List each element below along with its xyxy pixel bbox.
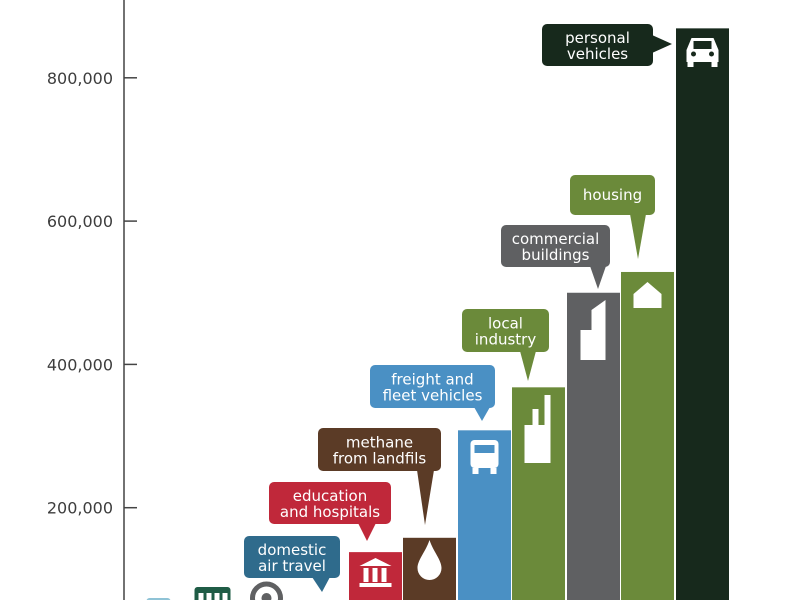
house-icon [633, 282, 662, 308]
truck-icon [470, 440, 499, 474]
callout-label: personal vehicles [542, 24, 672, 66]
callout-text: local industry [475, 315, 537, 349]
bar-group [194, 587, 231, 600]
callout-label: domestic air travel [244, 536, 340, 592]
bar-group [567, 292, 620, 600]
callout-label: education and hospitals [269, 482, 391, 541]
y-tick-label: 800,000 [47, 69, 113, 88]
y-tick-label: 600,000 [47, 212, 113, 231]
bar-group [676, 28, 729, 600]
callout-label: commercial buildings [501, 225, 610, 289]
bar-group [621, 271, 674, 600]
factory-icon [524, 395, 551, 463]
train-icon [194, 587, 231, 600]
bar-group [458, 430, 511, 600]
callout-label: local industry [462, 309, 549, 381]
building-columns-icon [359, 558, 392, 587]
callout-label: freight and fleet vehicles [370, 365, 495, 421]
steering-wheel-icon [250, 581, 283, 600]
bar-group [250, 581, 283, 600]
office-tower-icon [580, 300, 606, 360]
callout-label: methane from landfils [318, 428, 441, 525]
drop-icon [417, 540, 442, 580]
callout-text: freight and fleet vehicles [383, 371, 483, 405]
callout-text: methane from landfils [333, 434, 427, 468]
callout-text: housing [583, 186, 642, 204]
bar [676, 28, 729, 600]
bar-group [403, 537, 456, 600]
callout-text: education and hospitals [280, 487, 380, 521]
bar-group [512, 387, 565, 600]
callout-text: personal vehicles [565, 29, 630, 63]
bar [621, 271, 674, 600]
y-tick-label: 200,000 [47, 499, 113, 518]
callout-text: commercial buildings [512, 230, 600, 264]
y-tick-label: 400,000 [47, 355, 113, 374]
callout-label: housing [570, 175, 655, 259]
car-icon [686, 38, 719, 67]
callout-text: domestic air travel [258, 541, 327, 575]
bar-group [349, 552, 402, 600]
